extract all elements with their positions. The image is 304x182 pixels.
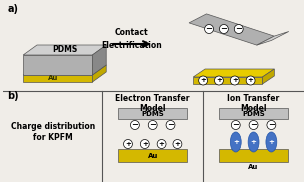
Text: Au: Au — [48, 76, 58, 82]
Text: Au: Au — [147, 153, 158, 159]
Text: Electron Transfer
Model: Electron Transfer Model — [116, 94, 190, 113]
Text: −: − — [149, 120, 156, 130]
Text: −: − — [131, 120, 138, 130]
Circle shape — [157, 139, 166, 149]
Circle shape — [246, 76, 255, 85]
Circle shape — [219, 25, 228, 33]
Text: −: − — [232, 120, 239, 130]
Ellipse shape — [248, 132, 259, 152]
Polygon shape — [23, 45, 106, 55]
Polygon shape — [189, 14, 274, 45]
Text: +: + — [268, 139, 274, 145]
Text: −: − — [206, 25, 212, 33]
Ellipse shape — [230, 132, 241, 152]
Polygon shape — [92, 65, 106, 82]
Circle shape — [166, 120, 175, 130]
Text: Ion Transfer
Model: Ion Transfer Model — [227, 94, 280, 113]
Ellipse shape — [266, 132, 277, 152]
Text: Charge distribution
for KPFM: Charge distribution for KPFM — [11, 122, 95, 142]
Text: −: − — [235, 25, 242, 33]
Polygon shape — [193, 77, 262, 84]
Text: Electrification: Electrification — [102, 41, 162, 50]
Polygon shape — [23, 75, 92, 82]
Text: +: + — [250, 139, 257, 145]
Polygon shape — [23, 55, 92, 75]
Text: +: + — [216, 78, 222, 84]
Polygon shape — [262, 69, 274, 84]
Text: PDMS: PDMS — [141, 110, 164, 116]
Text: Au: Au — [248, 164, 259, 170]
Circle shape — [249, 120, 258, 130]
Text: +: + — [233, 139, 239, 145]
Text: +: + — [248, 78, 254, 84]
Circle shape — [123, 139, 133, 149]
Text: a): a) — [7, 4, 18, 14]
Circle shape — [230, 76, 239, 85]
Text: +: + — [174, 141, 180, 147]
FancyBboxPatch shape — [118, 108, 187, 119]
Text: +: + — [200, 78, 206, 84]
Text: b): b) — [7, 91, 19, 101]
Text: +: + — [142, 141, 148, 147]
Polygon shape — [23, 65, 106, 75]
FancyBboxPatch shape — [118, 149, 187, 162]
Circle shape — [215, 76, 223, 85]
Circle shape — [140, 139, 149, 149]
Text: −: − — [220, 25, 227, 33]
Text: +: + — [159, 141, 164, 147]
Circle shape — [231, 120, 240, 130]
Circle shape — [199, 76, 208, 85]
Circle shape — [148, 120, 157, 130]
FancyBboxPatch shape — [219, 108, 288, 119]
Text: Contact: Contact — [115, 28, 149, 37]
Text: −: − — [250, 120, 257, 130]
FancyBboxPatch shape — [219, 149, 288, 162]
Polygon shape — [257, 31, 289, 45]
Text: −: − — [167, 120, 174, 130]
FancyArrowPatch shape — [113, 41, 149, 47]
Text: PDMS: PDMS — [242, 110, 265, 116]
Text: +: + — [232, 78, 238, 84]
Circle shape — [130, 120, 139, 130]
Circle shape — [267, 120, 276, 130]
Text: −: − — [268, 120, 275, 130]
Text: +: + — [125, 141, 131, 147]
Circle shape — [234, 25, 243, 33]
Polygon shape — [193, 69, 274, 77]
Polygon shape — [92, 45, 106, 75]
Circle shape — [173, 139, 182, 149]
Text: PDMS: PDMS — [52, 46, 77, 54]
Circle shape — [205, 25, 213, 33]
